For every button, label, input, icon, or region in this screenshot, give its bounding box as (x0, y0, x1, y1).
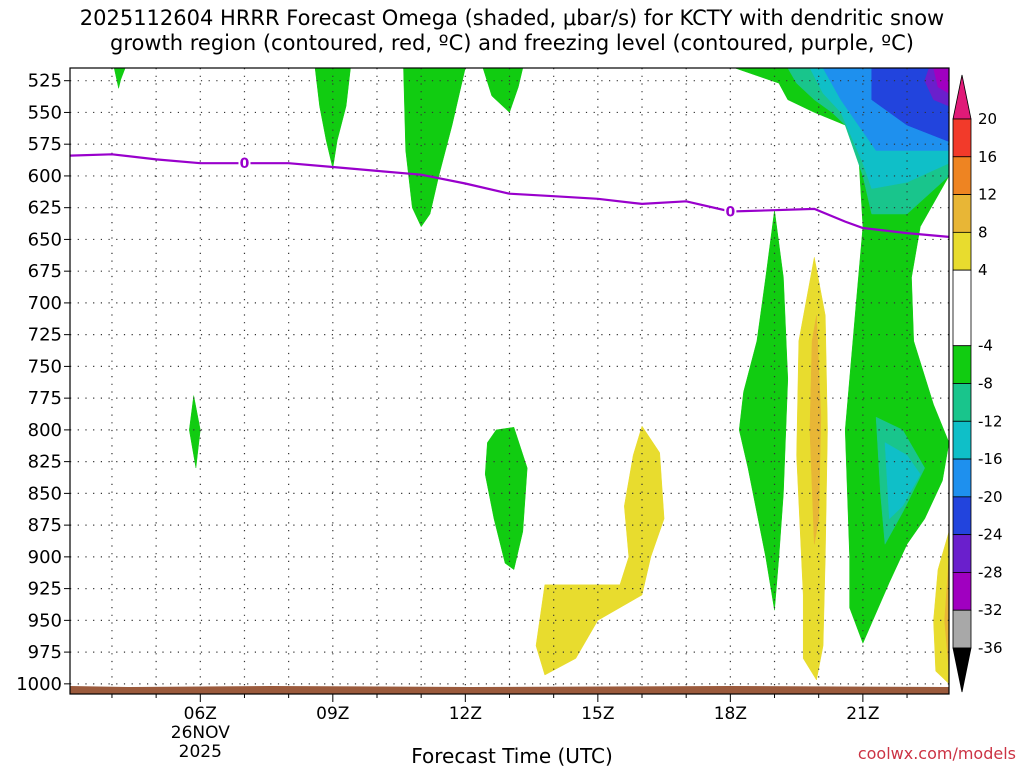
y-tick-975: 975 (28, 642, 62, 663)
colorbar-bin-8 (952, 420, 972, 460)
y-tick-750: 750 (28, 356, 62, 377)
colorbar-bin-12 (952, 572, 972, 611)
colorbar-label-1: 16 (978, 148, 997, 166)
omega-region-3 (482, 68, 524, 113)
colorbar-bin-13 (952, 609, 972, 649)
colorbar-label-6: -8 (978, 375, 993, 393)
colorbar-label-2: 12 (978, 186, 997, 204)
y-tick-825: 825 (28, 452, 62, 473)
colorbar-bin-3 (952, 194, 972, 233)
omega-shading (113, 68, 949, 685)
x-tick-18Z: 18Z (714, 704, 747, 724)
colorbar-bin-7 (952, 383, 972, 422)
freezing-level-line (70, 153, 949, 238)
omega-region-0 (113, 68, 126, 89)
colorbar-bin-6 (952, 345, 972, 384)
freezing-label-1: 0 (725, 204, 735, 220)
omega-region-20 (933, 531, 949, 685)
colorbar-label-10: -24 (978, 526, 1003, 544)
colorbar-label-7: -12 (978, 412, 1003, 430)
ground-fill (70, 686, 949, 694)
omega-region-1 (314, 68, 351, 169)
y-tick-950: 950 (28, 610, 62, 631)
x-tick-06Z: 06Z (184, 704, 217, 724)
x-tick-09Z: 09Z (316, 704, 349, 724)
x-tick-12Z: 12Z (449, 704, 482, 724)
colorbar-label-3: 8 (978, 223, 988, 241)
colorbar-bin-2 (952, 156, 972, 195)
x-tick-date: 26NOV (171, 723, 230, 743)
y-tick-850: 850 (28, 483, 62, 504)
colorbar-bin-5 (952, 269, 972, 347)
colorbar-label-12: -32 (978, 601, 1003, 619)
y-tick-575: 575 (28, 134, 62, 155)
y-axis: 525 550 575 600 625 650 675 700 725 750 775 800 825 8… (16, 71, 70, 695)
x-tick-year: 2025 (179, 742, 222, 762)
y-tick-925: 925 (28, 579, 62, 600)
y-tick-800: 800 (28, 420, 62, 441)
chart-title: 2025112604 HRRR Forecast Omega (shaded, … (0, 6, 1024, 56)
colorbar-bin-11 (952, 534, 972, 573)
freezing-label-0: 0 (240, 156, 250, 172)
colorbar-top-arrow (952, 74, 972, 120)
neutral-region-0 (920, 214, 949, 380)
y-tick-875: 875 (28, 515, 62, 536)
omega-region-9 (809, 315, 822, 545)
y-tick-675: 675 (28, 261, 62, 282)
colorbar-label-5: -4 (978, 337, 993, 355)
x-tick-21Z: 21Z (846, 704, 879, 724)
colorbar-label-11: -28 (978, 563, 1003, 581)
ground-layer (70, 686, 949, 694)
omega-region-4 (189, 395, 201, 469)
omega-region-5 (484, 427, 528, 571)
y-tick-550: 550 (28, 102, 62, 123)
freezing-label-bg-1 (724, 203, 737, 220)
y-tick-1000: 1000 (16, 674, 62, 695)
colorbar-label-13: -36 (978, 639, 1003, 657)
y-tick-725: 725 (28, 325, 62, 346)
omega-region-6 (535, 425, 665, 676)
y-tick-625: 625 (28, 198, 62, 219)
omega-region-14 (884, 442, 921, 520)
watermark: coolwx.com/models (857, 744, 1016, 763)
title-line-1: 2025112604 HRRR Forecast Omega (shaded, … (79, 6, 945, 30)
colorbar-bottom-arrow (952, 647, 972, 693)
omega-region-2 (403, 68, 466, 228)
freezing-level-contour: 00 (70, 153, 949, 238)
colorbar-bin-9 (952, 458, 972, 498)
y-tick-600: 600 (28, 166, 62, 187)
y-tick-775: 775 (28, 388, 62, 409)
x-axis-label: Forecast Time (UTC) (411, 744, 613, 768)
colorbar-label-9: -20 (978, 488, 1003, 506)
y-tick-700: 700 (28, 293, 62, 314)
colorbar: 20 16 12 8 4 -4 -8 -12 -16 -20 -24 -28 -32 -36 (952, 74, 1003, 693)
y-tick-900: 900 (28, 547, 62, 568)
colorbar-bin-1 (952, 118, 972, 158)
freezing-label-bg-0 (238, 155, 251, 172)
omega-region-7 (738, 210, 789, 611)
colorbar-label-0: 20 (978, 110, 997, 128)
y-tick-650: 650 (28, 229, 62, 250)
x-tick-15Z: 15Z (581, 704, 614, 724)
title-line-2: growth region (contoured, red, ºC) and f… (110, 31, 914, 55)
colorbar-bin-10 (952, 496, 972, 536)
gridlines (70, 68, 949, 694)
omega-region-21 (944, 556, 949, 672)
y-tick-525: 525 (28, 71, 62, 92)
colorbar-bin-4 (952, 231, 972, 271)
colorbar-label-4: 4 (978, 261, 988, 279)
colorbar-label-8: -16 (978, 450, 1003, 468)
